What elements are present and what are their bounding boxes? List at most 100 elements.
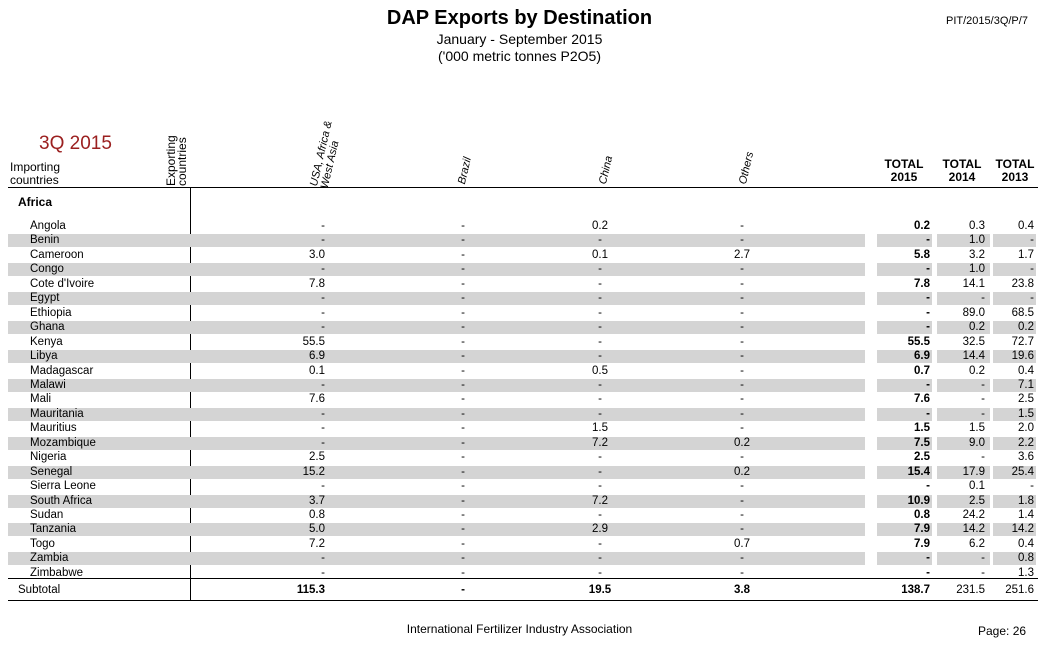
cell-brazil: - (461, 509, 465, 521)
row-shading (993, 350, 1036, 363)
cell-t2013: - (1030, 234, 1034, 246)
cell-t2014: 6.2 (969, 538, 985, 550)
cell-t2014: 32.5 (962, 336, 985, 348)
cell-china: 0.5 (592, 365, 608, 377)
cell-usa: - (321, 480, 325, 492)
cell-china: 1.5 (592, 422, 608, 434)
cell-t2014: - (981, 552, 985, 564)
cell-t2013: 1.7 (1018, 249, 1034, 261)
country-name: Egypt (30, 292, 60, 304)
cell-usa: 7.6 (309, 393, 325, 405)
period-label: 3Q 2015 (39, 133, 112, 154)
row-shading (937, 263, 990, 276)
row-shading (993, 523, 1036, 536)
cell-t2015: 7.9 (914, 538, 930, 550)
cell-china: - (598, 466, 602, 478)
country-name: Mauritius (30, 422, 77, 434)
cell-t2015: - (926, 234, 930, 246)
cell-t2014: 1.0 (969, 234, 985, 246)
country-column-divider (190, 187, 191, 601)
row-shading (937, 552, 990, 565)
subtotal-total-2014: 231.5 (956, 584, 985, 596)
cell-brazil: - (461, 278, 465, 290)
cell-brazil: - (461, 480, 465, 492)
cell-t2014: - (981, 451, 985, 463)
cell-usa: 55.5 (302, 336, 325, 348)
cell-t2015: 0.2 (914, 220, 930, 232)
cell-usa: 0.1 (309, 365, 325, 377)
cell-t2013: - (1030, 263, 1034, 275)
cell-t2014: - (981, 393, 985, 405)
cell-t2015: - (926, 263, 930, 275)
cell-t2014: - (981, 408, 985, 420)
cell-t2015: - (926, 307, 930, 319)
cell-brazil: - (461, 567, 465, 579)
cell-t2014: 1.0 (969, 263, 985, 275)
cell-others: 0.2 (734, 437, 750, 449)
row-shading (993, 552, 1036, 565)
row-shading (993, 495, 1036, 508)
cell-usa: 15.2 (302, 466, 325, 478)
cell-t2014: 24.2 (962, 509, 985, 521)
cell-t2014: 14.4 (962, 350, 985, 362)
cell-t2013: 2.0 (1018, 422, 1034, 434)
cell-t2015: 1.5 (914, 422, 930, 434)
cell-t2014: 2.5 (969, 495, 985, 507)
cell-others: - (740, 552, 744, 564)
cell-others: - (740, 480, 744, 492)
cell-t2015: - (926, 379, 930, 391)
cell-t2013: 0.8 (1018, 552, 1034, 564)
cell-others: - (740, 422, 744, 434)
row-shading (993, 321, 1036, 334)
cell-brazil: - (461, 292, 465, 304)
cell-t2013: 2.2 (1018, 437, 1034, 449)
cell-others: 0.2 (734, 466, 750, 478)
cell-t2014: 14.1 (962, 278, 985, 290)
row-shading (937, 495, 990, 508)
cell-t2015: - (926, 292, 930, 304)
row-shading (8, 408, 865, 421)
subtotal-row: Subtotal 115.3 - 19.5 3.8 138.7 231.5 25… (0, 579, 1039, 600)
cell-t2013: 0.4 (1018, 220, 1034, 232)
country-name: Angola (30, 220, 66, 232)
cell-usa: 7.2 (309, 538, 325, 550)
row-shading (993, 263, 1036, 276)
cell-brazil: - (461, 234, 465, 246)
header-rule (8, 187, 1038, 188)
subtotal-total-2015: 138.7 (901, 584, 930, 596)
cell-t2014: 0.1 (969, 480, 985, 492)
row-shading (937, 379, 990, 392)
cell-usa: - (321, 567, 325, 579)
cell-t2015: 10.9 (907, 495, 930, 507)
row-shading (993, 408, 1036, 421)
cell-brazil: - (461, 408, 465, 420)
subtotal-others: 3.8 (734, 584, 750, 596)
region-label: Africa (18, 195, 53, 209)
row-shading (8, 350, 865, 363)
cell-china: 7.2 (592, 437, 608, 449)
row-shading (8, 292, 865, 305)
cell-brazil: - (461, 451, 465, 463)
cell-others: - (740, 307, 744, 319)
cell-t2015: 0.7 (914, 365, 930, 377)
cell-t2015: - (926, 567, 930, 579)
cell-brazil: - (461, 437, 465, 449)
country-name: Zambia (30, 552, 69, 564)
cell-t2013: 25.4 (1011, 466, 1034, 478)
cell-usa: - (321, 292, 325, 304)
cell-t2013: 14.2 (1011, 523, 1034, 535)
cell-t2015: 5.8 (914, 249, 930, 261)
cell-usa: - (321, 220, 325, 232)
country-name: Ghana (30, 321, 65, 333)
cell-china: - (598, 321, 602, 333)
cell-china: - (598, 451, 602, 463)
cell-brazil: - (461, 263, 465, 275)
row-shading (877, 350, 932, 363)
cell-t2014: 9.0 (969, 437, 985, 449)
cell-others: - (740, 567, 744, 579)
row-shading (937, 437, 990, 450)
row-shading (877, 408, 932, 421)
country-name: Mauritania (30, 408, 84, 420)
col-header-brazil: Brazil (456, 155, 474, 186)
cell-t2015: 0.8 (914, 509, 930, 521)
